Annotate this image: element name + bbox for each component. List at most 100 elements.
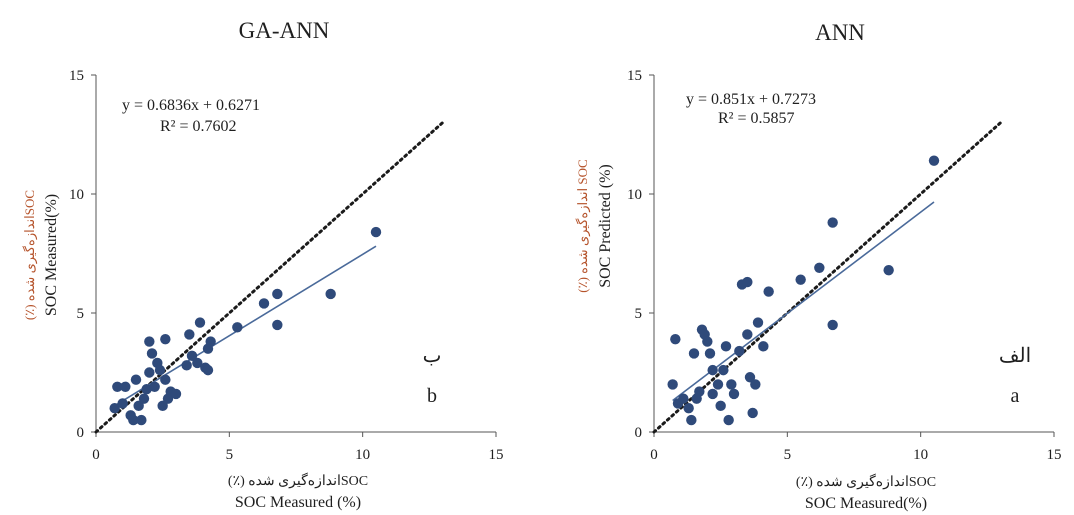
data-point	[149, 381, 160, 392]
data-point	[128, 414, 139, 426]
y-tick-label: 10	[69, 187, 84, 203]
data-point	[744, 372, 756, 383]
data-point	[704, 348, 716, 359]
data-point	[272, 319, 283, 331]
panel-label-persian: الف	[999, 345, 1031, 367]
data-point	[670, 333, 681, 345]
data-point	[795, 274, 806, 285]
data-point	[683, 403, 694, 414]
data-point	[272, 288, 283, 300]
y-tick-label: 0	[635, 425, 643, 441]
data-point	[707, 388, 718, 400]
data-point	[120, 381, 131, 392]
x-axis-label-en: SOC Measured(%)	[805, 495, 927, 512]
chart-ga-ann: GA-ANN SOCاندازه‌گیری شده (٪) SOC Measur…	[22, 18, 504, 511]
data-point	[160, 333, 171, 345]
y-axis-label-en: SOC Measured(%)	[43, 194, 60, 316]
data-point	[258, 298, 270, 309]
x-tick-label: 15	[489, 447, 504, 463]
data-point	[747, 407, 758, 419]
data-point	[726, 379, 737, 390]
regression-equation: y = 0.851x + 0.7273	[686, 91, 816, 108]
y-axis-label-fa: SOCاندازه‌گیری شده (٪)	[22, 190, 38, 320]
data-point	[109, 403, 120, 414]
data-point	[194, 317, 206, 328]
data-point	[883, 264, 894, 276]
data-point	[694, 386, 705, 397]
data-point	[728, 388, 740, 400]
data-point	[144, 336, 155, 347]
y-tick-label: 10	[627, 187, 642, 203]
data-point	[144, 367, 155, 378]
data-point	[702, 336, 713, 347]
r-squared-label: R² = 0.7602	[160, 118, 237, 135]
panel-label-latin: a	[1011, 385, 1020, 407]
x-axis-label-fa: SOCاندازه‌گیری شده (٪)	[228, 472, 368, 489]
data-point	[686, 414, 697, 426]
data-point	[742, 276, 753, 288]
data-point	[688, 348, 700, 359]
data-point	[720, 341, 732, 352]
data-point	[928, 155, 940, 166]
data-point	[205, 336, 216, 347]
regression-equation: y = 0.6836x + 0.6271	[122, 97, 260, 114]
x-tick-label: 5	[226, 447, 234, 463]
data-point	[202, 364, 214, 376]
data-point	[192, 357, 203, 369]
x-axis-title: SOCاندازه‌گیری شده (٪) SOC Measured (%)	[228, 472, 368, 511]
r-squared-label: R² = 0.5857	[718, 110, 795, 127]
y-tick-label: 15	[69, 68, 84, 84]
data-point	[752, 317, 764, 328]
data-point	[763, 286, 774, 297]
trendline	[114, 245, 377, 407]
data-point	[742, 329, 753, 340]
x-axis-label-en: SOC Measured (%)	[235, 494, 361, 511]
data-point	[232, 322, 243, 333]
x-axis-title: SOCاندازه‌گیری شده (٪) SOC Measured(%)	[796, 473, 936, 512]
data-point	[141, 383, 152, 395]
data-point	[718, 364, 729, 376]
data-point	[712, 379, 724, 390]
data-point	[146, 348, 158, 359]
data-point	[827, 217, 838, 228]
data-point	[160, 374, 171, 385]
x-tick-label: 0	[650, 447, 658, 463]
data-point	[154, 364, 166, 376]
x-tick-label: 10	[913, 447, 928, 463]
panel-label-persian: ب	[423, 345, 442, 367]
x-axis-label-fa: SOCاندازه‌گیری شده (٪)	[796, 473, 936, 490]
y-axis-title: SOC Predicted (%) SOC اندازه‌گیری شده (٪…	[575, 159, 614, 292]
data-point	[186, 350, 198, 362]
x-tick-label: 0	[92, 447, 100, 463]
data-point	[181, 360, 192, 371]
data-point	[707, 364, 718, 376]
y-axis-title: SOCاندازه‌گیری شده (٪) SOC Measured(%)	[22, 190, 60, 320]
chart-ann: ANN SOC Predicted (%) SOC اندازه‌گیری شد…	[575, 20, 1062, 512]
data-point	[157, 400, 168, 412]
y-tick-label: 15	[627, 68, 642, 84]
data-point	[138, 393, 150, 404]
panel-label-latin: b	[427, 385, 437, 407]
x-tick-label: 10	[355, 447, 370, 463]
one-to-one-line	[94, 121, 445, 434]
data-point	[184, 329, 195, 340]
data-point	[750, 379, 761, 390]
y-tick-label: 0	[77, 425, 85, 441]
y-axis-label-en: SOC Predicted (%)	[597, 164, 614, 288]
data-point	[667, 379, 678, 390]
data-point	[130, 374, 142, 385]
x-tick-label: 15	[1047, 447, 1062, 463]
data-point	[758, 341, 769, 352]
one-to-one-line	[652, 121, 1003, 434]
y-tick-label: 5	[635, 306, 643, 322]
data-point	[814, 262, 825, 273]
chart-title: GA-ANN	[239, 18, 330, 43]
data-point	[117, 398, 128, 409]
chart-title: ANN	[815, 20, 865, 45]
data-point	[325, 288, 336, 300]
data-point	[170, 388, 182, 400]
data-point	[827, 319, 838, 331]
x-tick-label: 5	[784, 447, 792, 463]
data-point	[723, 414, 734, 426]
